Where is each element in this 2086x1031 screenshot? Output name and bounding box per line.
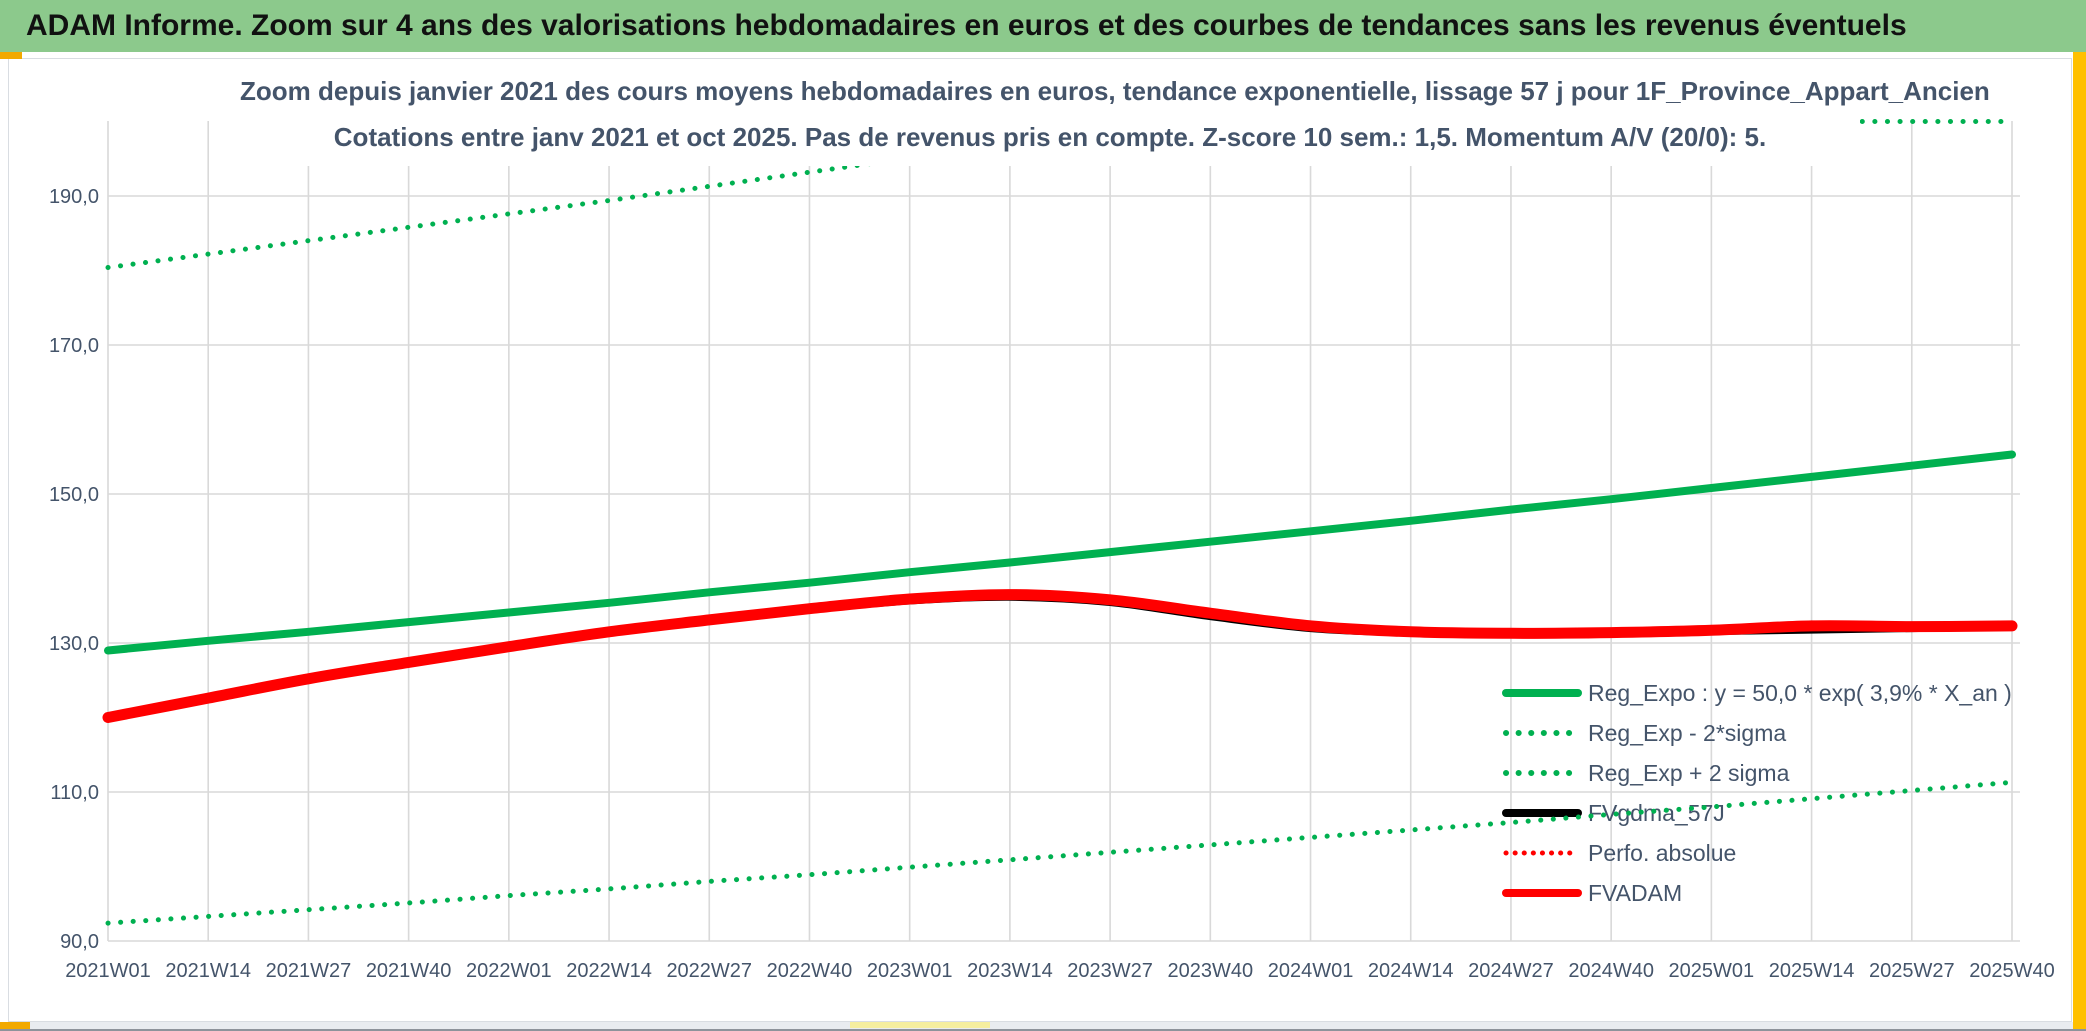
legend-item-label[interactable]: FVADAM bbox=[1588, 880, 1682, 906]
x-axis-tick-label: 2024W40 bbox=[1568, 960, 1654, 982]
legend-item-label[interactable]: Reg_Exp + 2 sigma bbox=[1588, 760, 1790, 786]
chart-area[interactable] bbox=[8, 58, 2072, 1022]
y-axis-tick-label: 130,0 bbox=[49, 633, 99, 655]
vertical-scrollbar[interactable] bbox=[2073, 52, 2086, 1031]
x-axis-tick-label: 2025W14 bbox=[1769, 960, 1855, 982]
y-axis-tick-label: 110,0 bbox=[50, 782, 99, 804]
x-axis-tick-label: 2025W40 bbox=[1969, 960, 2055, 982]
x-axis-tick-label: 2022W01 bbox=[466, 960, 552, 982]
x-axis-tick-label: 2024W27 bbox=[1468, 960, 1554, 982]
x-axis-tick-label: 2024W14 bbox=[1368, 960, 1454, 982]
scrollbar-left-accent bbox=[0, 1022, 30, 1029]
x-axis-tick-label: 2024W01 bbox=[1268, 960, 1354, 982]
left-corner-accent bbox=[0, 52, 22, 59]
series-curve-0 bbox=[104, 450, 2016, 655]
window-bottom-edge bbox=[0, 1029, 2086, 1031]
chart-title-line1: Zoom depuis janvier 2021 des cours moyen… bbox=[240, 76, 1990, 106]
legend-item-label[interactable]: FVgdma_57J bbox=[1588, 800, 1725, 826]
x-axis-tick-label: 2023W40 bbox=[1168, 960, 1254, 982]
x-axis-tick-label: 2021W27 bbox=[266, 960, 352, 982]
legend-item-label[interactable]: Perfo. absolue bbox=[1588, 840, 1736, 866]
x-axis-tick-label: 2021W14 bbox=[165, 960, 251, 982]
x-axis-tick-label: 2023W01 bbox=[867, 960, 953, 982]
horizontal-scrollbar-thumb[interactable] bbox=[850, 1022, 990, 1028]
x-axis-tick-label: 2023W27 bbox=[1067, 960, 1153, 982]
report-header-bar: ADAM Informe. Zoom sur 4 ans des valoris… bbox=[0, 0, 2086, 52]
series-curve-5 bbox=[102, 589, 2018, 723]
x-axis-tick-label: 2021W01 bbox=[65, 960, 151, 982]
x-axis-tick-label: 2022W40 bbox=[767, 960, 853, 982]
report-header-title: ADAM Informe. Zoom sur 4 ans des valoris… bbox=[26, 9, 1907, 42]
y-axis-tick-label: 170,0 bbox=[49, 335, 99, 357]
x-axis-tick-label: 2022W14 bbox=[566, 960, 652, 982]
y-axis-tick-label: 90,0 bbox=[60, 931, 99, 953]
x-axis-tick-label: 2023W14 bbox=[967, 960, 1053, 982]
x-axis-tick-label: 2021W40 bbox=[366, 960, 452, 982]
y-axis-tick-label: 190,0 bbox=[49, 186, 99, 208]
chart-title-line2: Cotations entre janv 2021 et oct 2025. P… bbox=[333, 122, 1767, 152]
x-axis-tick-label: 2025W27 bbox=[1869, 960, 1955, 982]
legend-item-label[interactable]: Reg_Exp - 2*sigma bbox=[1588, 720, 1786, 746]
legend-item-label[interactable]: Reg_Expo : y = 50,0 * exp( 3,9% * X_an ) bbox=[1588, 680, 2012, 706]
y-axis-tick-label: 150,0 bbox=[49, 484, 99, 506]
x-axis-tick-label: 2025W01 bbox=[1669, 960, 1755, 982]
chart-title[interactable]: Zoom depuis janvier 2021 des cours moyen… bbox=[240, 62, 1990, 166]
horizontal-scrollbar[interactable] bbox=[0, 1022, 2073, 1029]
x-axis-tick-label: 2022W27 bbox=[666, 960, 752, 982]
